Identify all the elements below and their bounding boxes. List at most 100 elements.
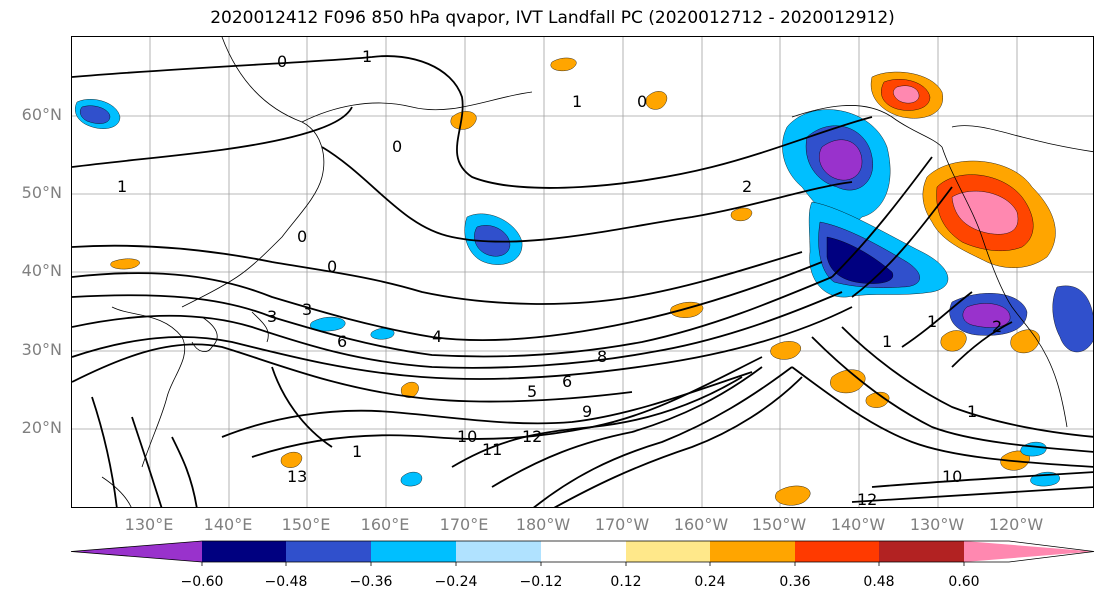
contour-label: 6 [562,372,572,391]
ivt-contour-line [491,366,763,488]
colorbar-segment [964,541,1094,562]
longitude-label: 130°W [909,515,965,534]
contour-label: 3 [302,300,312,319]
colorbar-segment [286,541,371,562]
negative-anomaly-region [1052,285,1093,353]
longitude-label: 150°W [751,515,807,534]
ivt-contour-line [851,486,1093,503]
colorbar-tick-label: −0.48 [264,574,308,590]
negative-anomaly-region [819,139,863,181]
ivt-contour-line [871,471,1093,488]
positive-anomaly-region [550,57,577,72]
colorbar-segment [710,541,795,562]
ivt-contour-line [72,343,633,403]
contour-label: 1 [882,332,892,351]
map-panel: 0 1 0 1 0 1 0 2 0 3 3 6 4 8 5 6 9 10 11 12 13 1 12 10 1 1 1 2 [71,36,1094,508]
qvapor-anomaly-fill [74,57,1093,506]
contour-label: 12 [857,490,877,508]
contour-label: 1 [572,92,582,111]
coastline [101,476,132,507]
colorbar-segment [795,541,879,562]
negative-anomaly-region [962,303,1011,328]
ivt-contour-line [841,326,1093,438]
colorbar-tick-label: 0.12 [610,574,642,590]
longitude-label: 140°E [203,515,253,534]
positive-anomaly-region [730,207,752,222]
coastline [301,91,533,123]
contour-label: 1 [352,442,362,461]
ivt-contour-line [951,321,1013,368]
longitude-label: 170°W [594,515,650,534]
positive-anomaly-region [775,485,811,506]
negative-anomaly-region [80,105,111,124]
longitude-label: 120°W [988,515,1044,534]
positive-anomaly-region [450,111,477,130]
contour-label: 6 [337,332,347,351]
colorbar-tick-label: 0.48 [863,574,895,590]
ivt-contour-line [131,416,163,507]
latitude-label: 30°N [21,340,62,359]
colorbar-tick-label: −0.24 [434,574,478,590]
ivt-contour-line [251,356,763,458]
colorbar-segment [71,541,202,562]
coastline [941,146,1068,428]
contour-label: 10 [457,427,477,446]
positive-anomaly-region [940,330,967,352]
contour-label: 8 [597,347,607,366]
longitude-label: 180°W [515,515,571,534]
ivt-contour-line [831,156,933,278]
colorbar-segment [202,541,286,562]
longitude-label: 160°E [360,515,410,534]
contour-label: 0 [392,137,402,156]
negative-anomaly-region [400,471,422,487]
ivt-contour-line [171,436,198,507]
ivt-contour-line [72,276,833,358]
positive-anomaly-region [280,451,302,468]
ivt-contour-line [321,146,853,243]
contour-label: 10 [942,467,962,486]
positive-anomaly-region [770,341,801,360]
colorbar-segment [626,541,710,562]
contour-label: 2 [992,317,1002,336]
coastline [251,311,269,343]
coastline [111,306,186,468]
longitude-label: 130°E [124,515,174,534]
contour-label: 0 [297,227,307,246]
ivt-contour-line [791,366,1093,468]
colorbar-segment [456,541,541,562]
coastline [951,125,1093,153]
contour-label: 1 [362,47,372,66]
colorbar-segment [879,541,964,562]
colorbar-tick-label: −0.36 [349,574,393,590]
contour-label: 1 [967,402,977,421]
ivt-contour-line [271,366,333,448]
contour-label: 4 [432,327,442,346]
positive-anomaly-region [110,258,140,270]
coastlines [101,37,1093,507]
ivt-contour-line [72,244,803,305]
ivt-contour-line [72,261,823,342]
positive-anomaly-region [400,381,419,398]
ivt-contour-line [901,291,973,348]
ivt-contours [72,55,1093,507]
coastline [181,37,325,308]
positive-anomaly-region [645,91,667,110]
contour-label: 3 [267,307,277,326]
positive-anomaly-region [1010,329,1040,354]
ivt-contour-line [811,336,1093,453]
chart-title: 2020012412 F096 850 hPa qvapor, IVT Land… [210,8,895,28]
positive-anomaly-region [865,391,890,408]
negative-anomaly-region [370,327,395,340]
colorbar-segment [541,541,626,562]
longitude-label: 160°W [673,515,729,534]
colorbar-tick-label: −0.60 [180,574,224,590]
contour-label: 9 [582,402,592,421]
negative-anomaly-region [1020,441,1047,457]
ivt-contour-line [72,291,843,369]
contour-label: 5 [527,382,537,401]
ivt-contour-line [553,376,803,507]
ivt-contour-line [72,106,353,168]
ivt-contour-line [72,55,873,189]
latitude-label: 40°N [21,261,62,280]
